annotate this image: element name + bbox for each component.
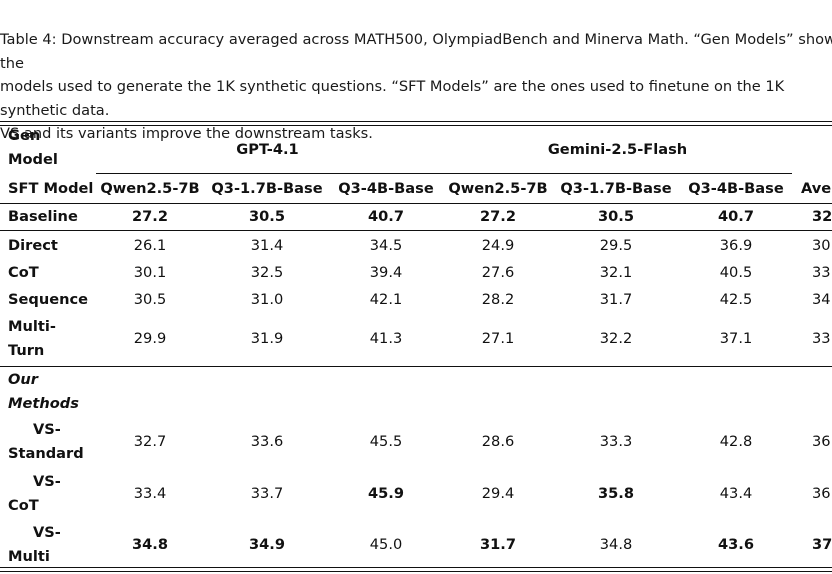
cell: 31.4 (250, 237, 284, 254)
cell: 33.6 (250, 433, 284, 450)
cell-average: 34 (812, 291, 831, 308)
col-header-5: Q3-1.7B-Base (560, 180, 672, 197)
cell: 32.2 (599, 330, 633, 347)
cell: 27.2 (131, 208, 168, 225)
cell-average: 33 (812, 264, 831, 281)
cell: 41.3 (369, 330, 403, 347)
cell: 27.2 (479, 208, 516, 225)
cell: 43.6 (717, 536, 754, 553)
cell-average: 30 (812, 237, 831, 254)
cell: 30.5 (248, 208, 285, 225)
cell: 34.8 (599, 536, 633, 553)
table-caption: Table 4: Downstream accuracy averaged ac… (0, 31, 832, 142)
cell: 31.9 (250, 330, 284, 347)
row-label-direct: Direct (8, 237, 58, 254)
top-rule (0, 121, 832, 122)
cell: 45.0 (369, 536, 403, 553)
header-rule (0, 203, 832, 204)
cell: 34.9 (248, 536, 285, 553)
cell: 24.9 (481, 237, 515, 254)
row-label-text: VS- Standard (8, 421, 84, 462)
bottom-rule (0, 567, 832, 568)
cell: 26.1 (133, 237, 167, 254)
row-label-multi-turn: Multi- Turn (8, 318, 56, 359)
cell: 43.4 (719, 485, 753, 502)
col-header-average: Aver (801, 180, 832, 197)
row-label-sequence: Sequence (8, 291, 89, 308)
cell-average: 36 (812, 433, 831, 450)
cell: 37.1 (719, 330, 753, 347)
gen-group-gpt41: GPT-4.1 (236, 141, 299, 158)
cell: 30.1 (133, 264, 167, 281)
section-label-our-methods: Our Methods (8, 371, 79, 412)
cell: 35.8 (597, 485, 634, 502)
cell-average: 37 (812, 536, 832, 553)
baseline-rule (0, 230, 832, 231)
cell-average: 32 (812, 208, 832, 225)
bottom-rule-double (0, 571, 832, 572)
cell: 45.9 (367, 485, 404, 502)
cell: 30.5 (597, 208, 634, 225)
top-rule-double (0, 125, 832, 126)
cell: 29.9 (133, 330, 167, 347)
cell: 27.6 (481, 264, 515, 281)
cell: 32.5 (250, 264, 284, 281)
cell: 39.4 (369, 264, 403, 281)
col-header-2: Q3-1.7B-Base (211, 180, 323, 197)
cell: 45.5 (369, 433, 403, 450)
row-label-vs-cot: VS- CoT (8, 470, 88, 518)
row-label-text: VS- CoT (8, 473, 61, 514)
col-header-1: Qwen2.5-7B (100, 180, 200, 197)
gen-model-label: Gen Model (8, 127, 58, 168)
cell: 32.1 (599, 264, 633, 281)
sft-model-label: SFT Model (8, 180, 94, 197)
cmidrule-gemini (444, 173, 792, 174)
methods-rule (0, 366, 832, 367)
row-label-cot: CoT (8, 264, 39, 281)
cell-average: 36 (812, 485, 831, 502)
cmidrule-gpt (96, 173, 444, 174)
cell: 31.7 (599, 291, 633, 308)
col-header-4: Qwen2.5-7B (448, 180, 548, 197)
cell: 40.7 (717, 208, 754, 225)
cell: 40.5 (719, 264, 753, 281)
row-label-vs-multi: VS- Multi (8, 521, 88, 569)
cell: 28.6 (481, 433, 515, 450)
cell: 31.7 (479, 536, 516, 553)
row-label-text: VS- Multi (8, 524, 61, 565)
cell: 29.4 (481, 485, 515, 502)
cell: 29.5 (599, 237, 633, 254)
cell: 42.1 (369, 291, 403, 308)
cell: 36.9 (719, 237, 753, 254)
cell: 40.7 (367, 208, 404, 225)
cell: 33.3 (599, 433, 633, 450)
gen-group-gemini: Gemini-2.5-Flash (547, 141, 688, 158)
cell: 31.0 (250, 291, 284, 308)
row-label-vs-standard: VS- Standard (8, 418, 88, 466)
cell: 42.8 (719, 433, 753, 450)
cell-average: 33 (812, 330, 831, 347)
cell: 34.8 (131, 536, 168, 553)
row-label-baseline: Baseline (8, 208, 78, 225)
cell: 33.4 (133, 485, 167, 502)
col-header-3: Q3-4B-Base (338, 180, 434, 197)
cell: 30.5 (133, 291, 167, 308)
cell: 34.5 (369, 237, 403, 254)
col-header-6: Q3-4B-Base (688, 180, 784, 197)
cell: 32.7 (133, 433, 167, 450)
cell: 42.5 (719, 291, 753, 308)
cell: 27.1 (481, 330, 515, 347)
cell: 28.2 (481, 291, 515, 308)
cell: 33.7 (250, 485, 284, 502)
